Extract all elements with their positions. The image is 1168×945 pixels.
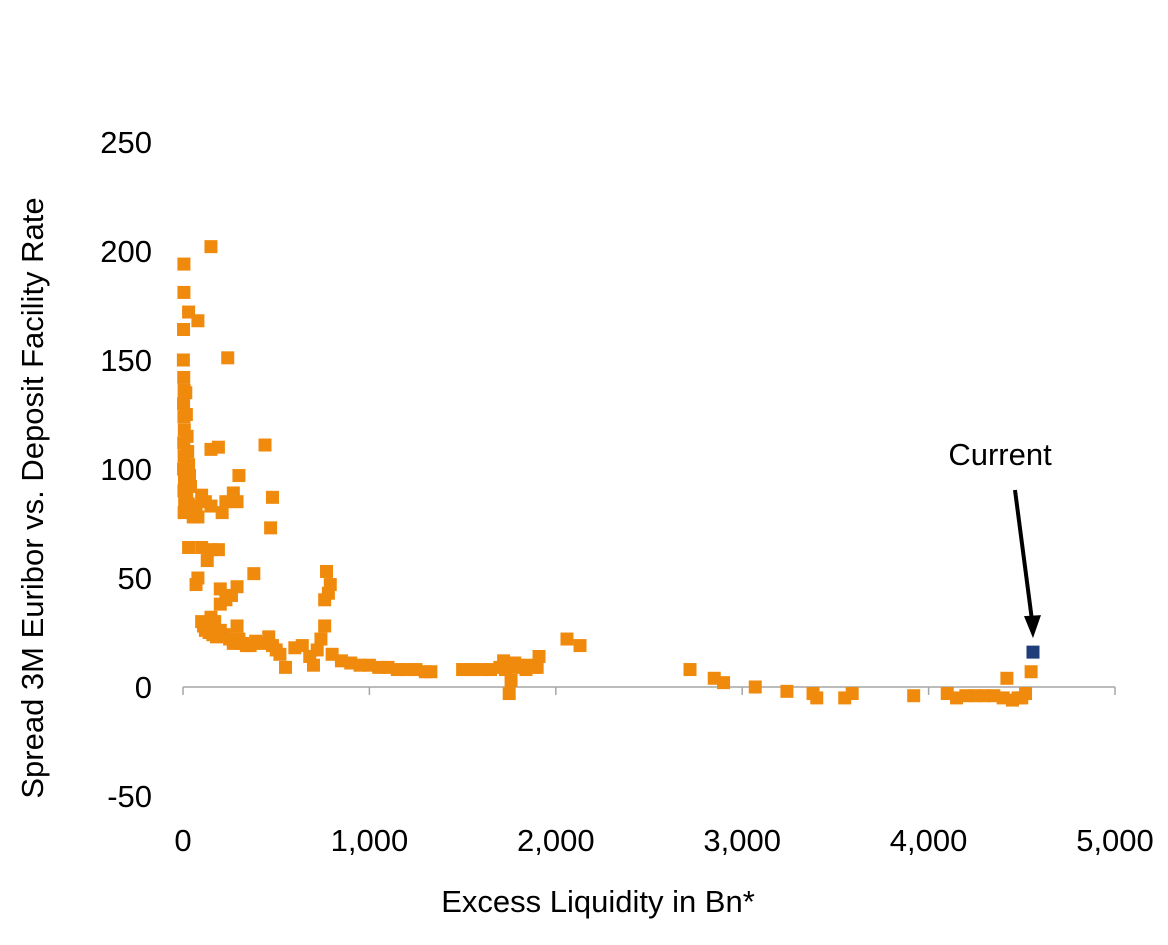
data-points xyxy=(176,240,1040,707)
data-point-0 xyxy=(177,257,191,271)
data-point-45 xyxy=(232,469,246,483)
data-point-89 xyxy=(310,643,324,657)
data-point-86 xyxy=(295,639,309,653)
data-point-36 xyxy=(211,440,225,454)
data-point-132 xyxy=(748,680,762,694)
data-point-149 xyxy=(1019,687,1033,701)
y-tick-label-6: 250 xyxy=(100,125,152,160)
current-label: Current xyxy=(948,437,1052,472)
data-point-20 xyxy=(182,458,196,472)
y-tick-label-1: 0 xyxy=(135,670,152,705)
y-axis-title: Spread 3M Euribor vs. Deposit Facility R… xyxy=(15,197,50,798)
x-tick-label-5: 5,000 xyxy=(1076,823,1154,858)
data-point-88 xyxy=(306,658,320,672)
data-point-17 xyxy=(179,408,193,421)
data-point-131 xyxy=(717,676,731,690)
data-point-46 xyxy=(265,490,279,504)
data-point-2 xyxy=(177,322,191,336)
data-point-123 xyxy=(530,660,544,674)
data-point-60 xyxy=(219,593,233,607)
x-tick-label-3: 3,000 xyxy=(703,823,781,858)
data-point-3 xyxy=(176,353,190,367)
data-point-150 xyxy=(1000,671,1014,685)
data-point-34 xyxy=(221,351,235,365)
data-point-95 xyxy=(320,564,334,578)
data-point-128 xyxy=(573,639,587,653)
data-point-90 xyxy=(314,632,328,646)
y-tick-label-4: 150 xyxy=(100,343,152,378)
x-tick-label-1: 1,000 xyxy=(331,823,409,858)
current-arrow-head xyxy=(1023,615,1041,639)
x-axis-tick-labels: 0 1,000 2,000 3,000 4,000 5,000 xyxy=(174,823,1153,858)
data-point-83 xyxy=(273,647,287,661)
data-point-4 xyxy=(177,370,191,384)
data-point-73 xyxy=(230,619,244,633)
x-tick-label-0: 0 xyxy=(174,823,191,858)
data-point-91 xyxy=(318,619,332,633)
data-point-57 xyxy=(230,580,244,594)
x-tick-label-4: 4,000 xyxy=(890,823,968,858)
data-point-6 xyxy=(177,397,191,411)
data-point-48 xyxy=(182,540,196,554)
data-point-137 xyxy=(845,687,859,701)
data-point-124 xyxy=(532,649,546,663)
data-point-68 xyxy=(204,610,218,624)
current-arrow xyxy=(1013,489,1034,621)
y-axis-tick-labels: -50 0 50 100 150 200 250 xyxy=(100,125,152,814)
data-point-133 xyxy=(780,684,794,698)
data-point-51 xyxy=(211,543,225,557)
y-tick-label-0: -50 xyxy=(107,779,152,814)
data-point-47 xyxy=(264,521,278,535)
data-point-37 xyxy=(258,438,272,452)
data-point-151 xyxy=(1024,665,1038,679)
y-tick-label-5: 200 xyxy=(100,234,152,269)
data-point-44 xyxy=(230,495,244,509)
y-tick-label-3: 100 xyxy=(100,452,152,487)
data-point-94 xyxy=(323,578,337,592)
data-point-125 xyxy=(502,687,516,701)
x-tick-label-2: 2,000 xyxy=(517,823,595,858)
data-point-129 xyxy=(683,663,697,677)
current-annotation: Current xyxy=(948,437,1052,639)
data-point-84 xyxy=(279,660,293,674)
data-point-18 xyxy=(180,429,194,443)
data-point-138 xyxy=(907,689,921,703)
x-axis-ticks xyxy=(182,687,1116,695)
data-point-107 xyxy=(424,665,438,679)
data-point-41 xyxy=(215,506,229,520)
data-point-30 xyxy=(191,510,205,524)
data-point-54 xyxy=(189,578,203,592)
data-point-55 xyxy=(213,582,227,596)
x-axis-title: Excess Liquidity in Bn* xyxy=(441,884,755,919)
data-point-52 xyxy=(200,554,214,568)
data-point-19 xyxy=(181,445,195,459)
y-tick-label-2: 50 xyxy=(118,561,152,596)
data-point-16 xyxy=(179,386,193,400)
data-point-33 xyxy=(204,240,218,254)
data-point-32 xyxy=(191,314,205,328)
data-point-127 xyxy=(560,632,574,646)
current-point xyxy=(1026,645,1040,659)
data-point-40 xyxy=(204,499,218,513)
data-point-135 xyxy=(810,691,824,705)
data-point-1 xyxy=(177,285,191,299)
data-point-58 xyxy=(247,567,261,581)
data-point-126 xyxy=(504,673,518,687)
data-point-21 xyxy=(183,469,197,483)
